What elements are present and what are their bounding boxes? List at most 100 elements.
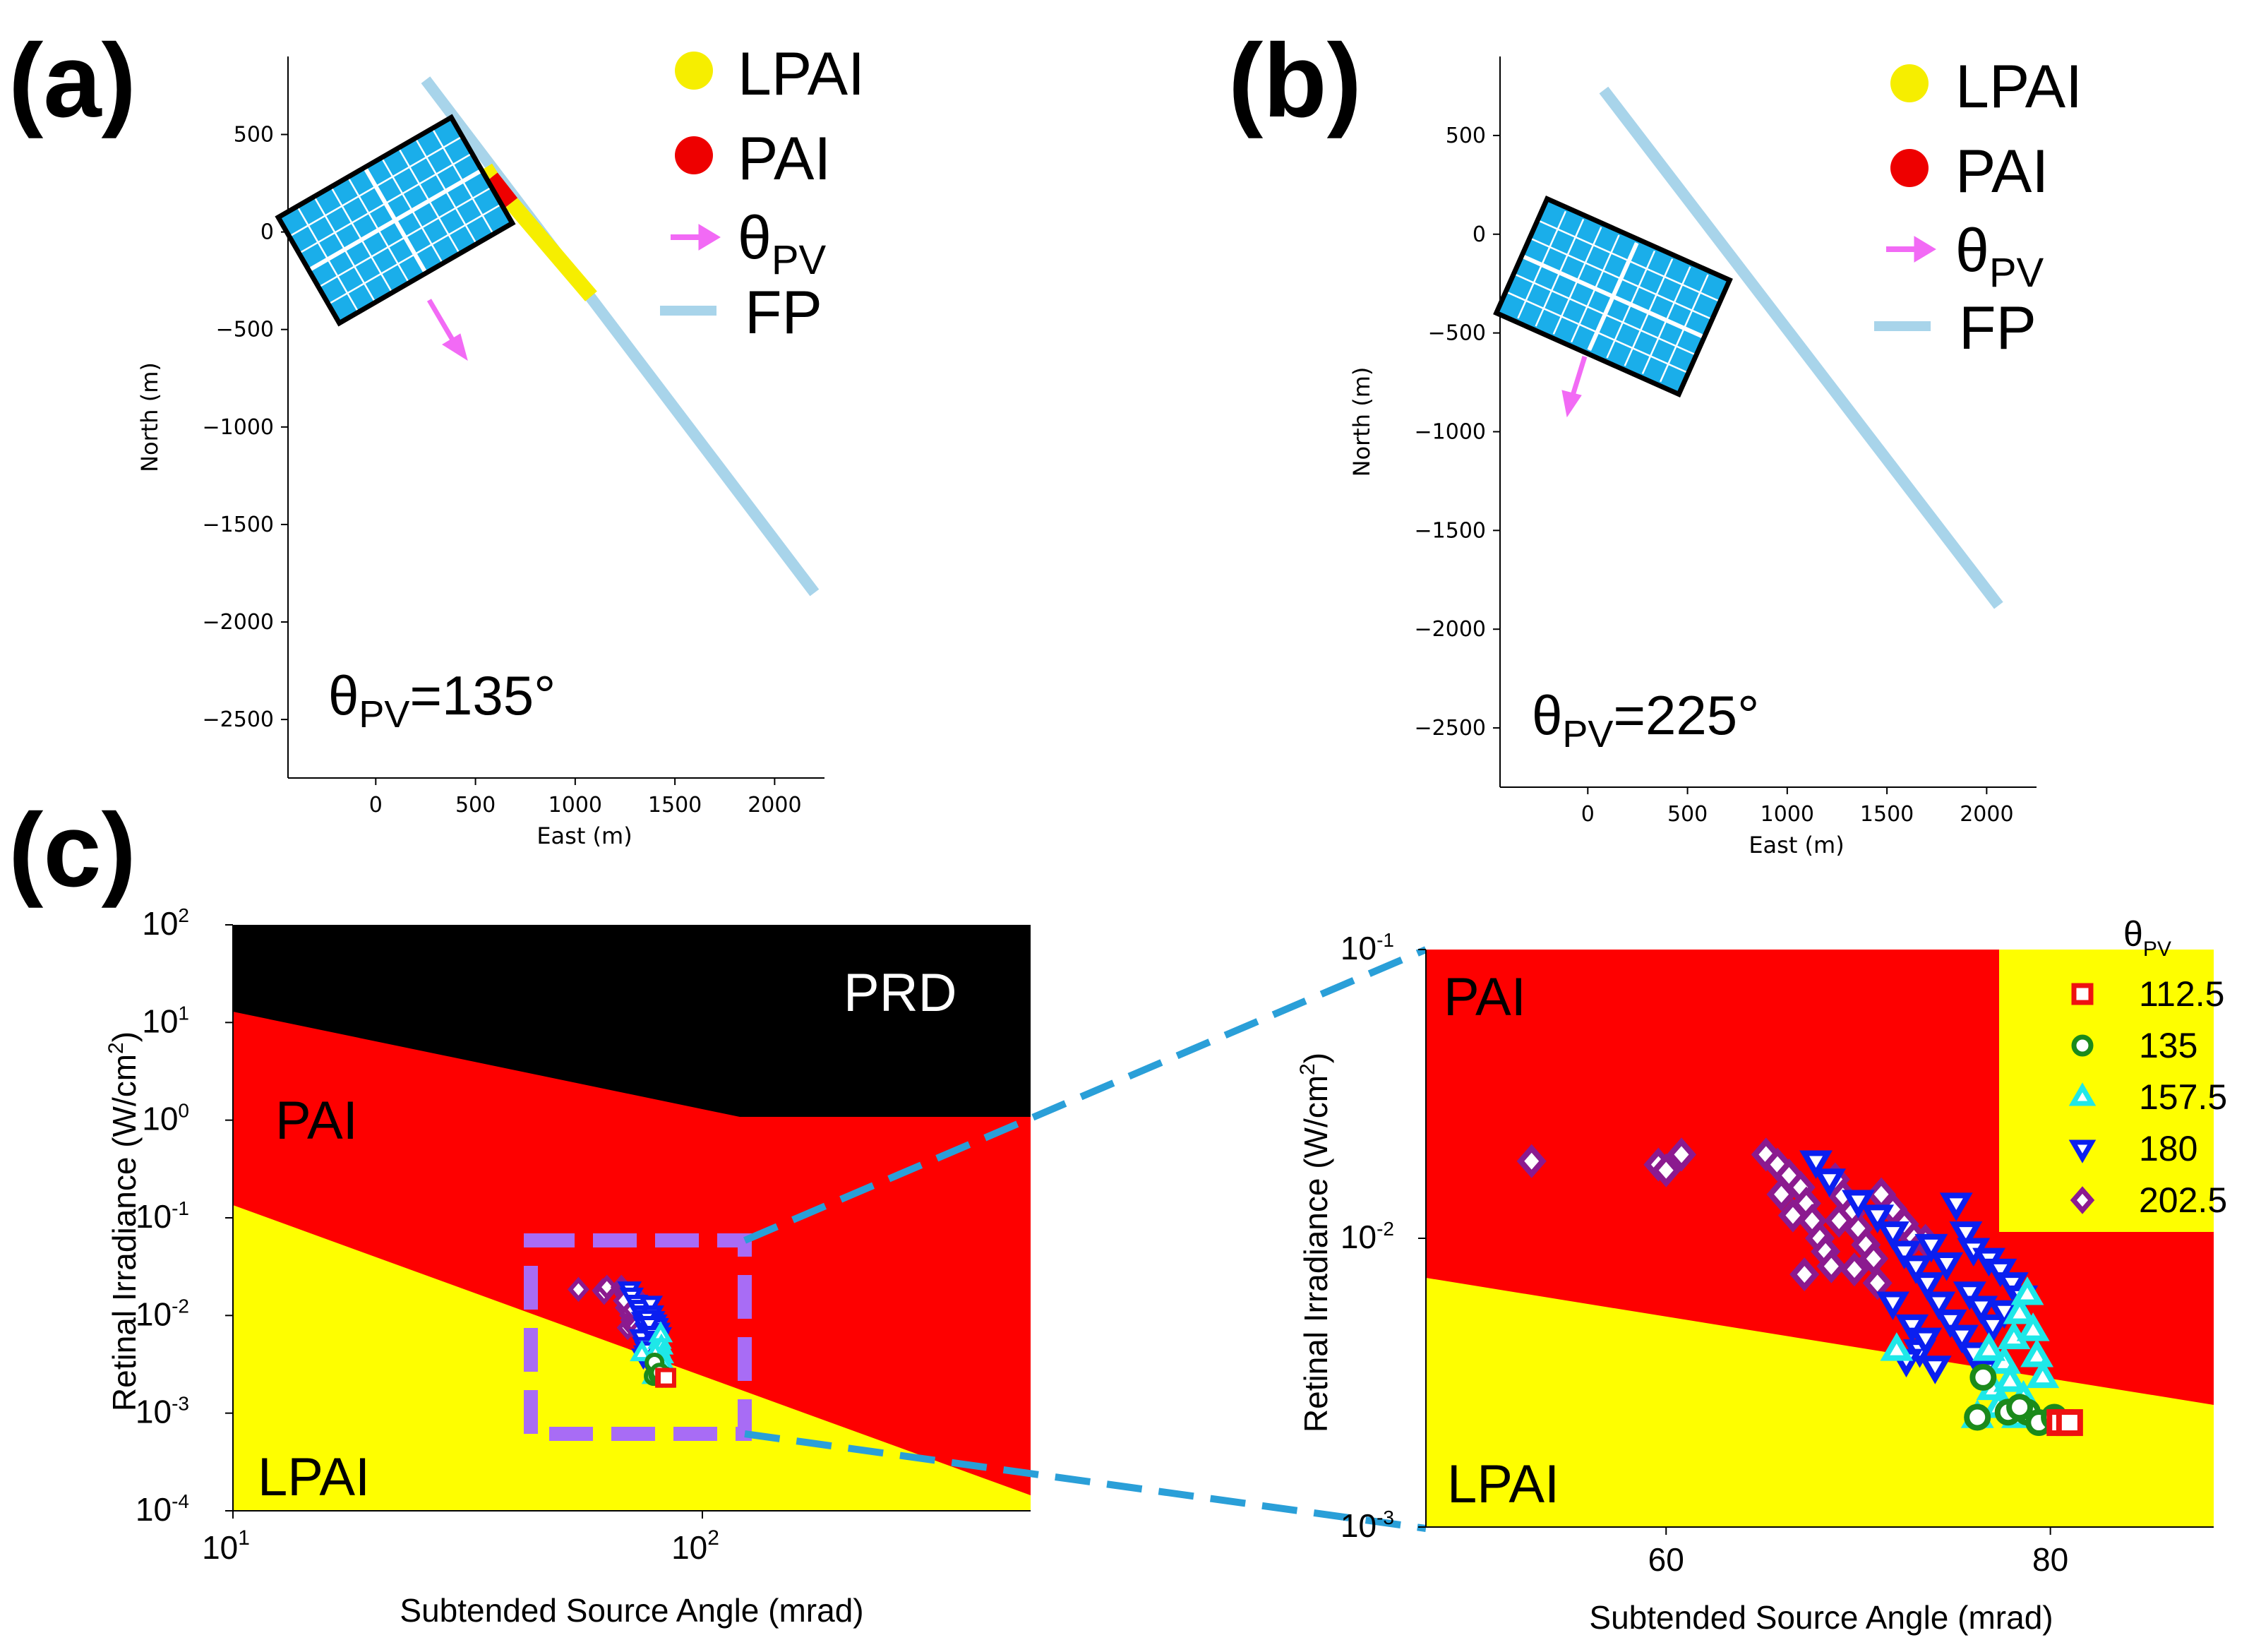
panel-c-label: (c) <box>8 792 136 909</box>
angle-label-a: θPV=135° <box>328 664 556 736</box>
legend-b-lpai: LPAI <box>1955 53 2082 121</box>
legend-a: LPAI PAI θPV FP <box>660 40 865 347</box>
point-triangle-down <box>2068 1139 2097 1163</box>
main-ytick-label: 100 <box>142 1100 189 1137</box>
point-triangle-down <box>638 1295 664 1317</box>
point-triangle-down <box>1876 1221 1909 1250</box>
main-xtick-10: 101 <box>202 1526 250 1566</box>
point-triangle-down <box>1949 1221 1983 1250</box>
legend-label: 112.5 <box>2139 974 2224 1014</box>
main-ytick-label: 101 <box>142 1002 189 1039</box>
point-triangle-down <box>1933 1309 1967 1339</box>
point-triangle-down <box>1965 1295 1998 1324</box>
point-triangle-down <box>1995 1272 2029 1301</box>
point-diamond <box>1651 1153 1681 1187</box>
legend-b-theta: θPV <box>1955 217 2044 296</box>
point-diamond <box>1516 1144 1547 1178</box>
point-triangle-up <box>2003 1295 2037 1324</box>
point-diamond <box>1816 1249 1847 1283</box>
zoom-y-label: Retinal Irradiance (W/cm2) <box>1296 1053 1334 1432</box>
x-tick-label: 500 <box>1667 802 1708 827</box>
y-tick-label: −2500 <box>1415 716 1486 741</box>
legend-a-pai: PAI <box>738 125 831 193</box>
lpai-segment <box>505 198 597 301</box>
point-triangle-down <box>1918 1355 1952 1384</box>
cluster-main <box>567 1274 676 1388</box>
point-triangle-down <box>1984 1258 2017 1288</box>
point-diamond <box>1777 1198 1808 1233</box>
main-y-label: Retinal Irradiance (W/cm2) <box>104 1031 143 1411</box>
legend-a-theta: θPV <box>738 204 827 283</box>
pv-direction-arrow-a <box>426 299 468 361</box>
point-triangle-down <box>1842 1190 1875 1219</box>
y-tick-label: 0 <box>1473 222 1486 247</box>
lpai-segment <box>479 163 498 182</box>
legend-a-lpai-marker <box>675 52 713 90</box>
legend-label: 135 <box>2139 1026 2197 1065</box>
point-circle <box>1964 1403 1991 1431</box>
y-tick-label: −2000 <box>203 610 274 635</box>
x-tick-label: 2000 <box>1960 802 2013 827</box>
scatter-zoom <box>1516 1137 2083 1437</box>
solar-array-icon-b <box>1493 195 1733 398</box>
main-ytick-label: 10-1 <box>136 1197 189 1235</box>
point-triangle-up <box>2026 1359 2060 1389</box>
point-triangle-down <box>637 1316 662 1337</box>
point-square <box>656 1367 676 1388</box>
y-axis-label: North (m) <box>136 362 163 472</box>
legend-b: LPAI PAI θPV FP <box>1874 53 2082 362</box>
point-triangle-up <box>2016 1312 2050 1341</box>
panel-center-line <box>364 168 427 273</box>
legend-a-fp: FP <box>745 279 822 347</box>
legend-label: 157.5 <box>2139 1077 2227 1117</box>
point-triangle-up <box>2010 1276 2044 1305</box>
legend-b-fp: FP <box>1959 294 2037 362</box>
point-circle <box>2006 1394 2034 1421</box>
pai-segment <box>485 172 518 208</box>
point-triangle-up <box>1972 1332 2005 1361</box>
point-triangle-down <box>1930 1252 1964 1281</box>
point-triangle-down <box>1895 1314 1929 1343</box>
point-triangle-down <box>1939 1192 1973 1221</box>
point-diamond <box>1666 1137 1697 1172</box>
legend-b-arrow-icon <box>1886 236 1936 263</box>
legend-b-lpai-marker <box>1890 64 1929 102</box>
point-circle <box>1969 1363 1997 1391</box>
y-axis-label: North (m) <box>1348 367 1375 477</box>
legend-b-pai-marker <box>1890 149 1929 187</box>
pv-direction-arrow-b <box>1561 355 1588 418</box>
legend-a-pai-marker <box>675 136 713 174</box>
panel-center-line <box>1587 241 1639 352</box>
zoom-y-ticks: 10-1 10-2 10-3 <box>1341 929 1426 1544</box>
x-tick-label: 0 <box>369 793 383 818</box>
zoom-xtick-label: 80 <box>2032 1541 2068 1578</box>
zoom-x-label: Subtended Source Angle (mrad) <box>1589 1599 2053 1636</box>
main-ytick-label: 10-2 <box>136 1295 189 1332</box>
x-tick-label: 1000 <box>548 793 602 818</box>
point-triangle-down <box>1899 1255 1933 1284</box>
zoom-connector-lines <box>743 946 1427 1532</box>
main-y-ticks: 102 101 100 10-1 10-2 10-3 10-4 <box>136 904 233 1528</box>
solar-array-icon-a <box>275 114 516 327</box>
main-xtick-100: 102 <box>671 1526 719 1566</box>
zoom-xtick-label: 60 <box>1648 1541 1684 1578</box>
region-prd-main <box>233 925 1031 1117</box>
y-tick-label: −1000 <box>1415 419 1486 444</box>
point-triangle-down <box>1876 1291 1909 1320</box>
angle-label-b: θPV=225° <box>1532 684 1759 755</box>
point-diamond <box>1766 1177 1797 1211</box>
point-triangle-up <box>1993 1363 2027 1392</box>
panel-a-label: (a) <box>8 23 136 139</box>
x-tick-label: 1500 <box>1860 802 1914 827</box>
region-label-prd: PRD <box>844 963 956 1023</box>
zoom-legend-title: θPV <box>2123 914 2171 961</box>
zoom-x-ticks: 60 80 <box>1648 1527 2068 1578</box>
x-axis-label: East (m) <box>1749 832 1844 858</box>
main-x-ticks: 101 102 <box>202 1511 719 1566</box>
y-tick-label: −2500 <box>203 707 274 732</box>
zoom-ytick-label: 10-2 <box>1341 1218 1394 1255</box>
point-triangle-down <box>1976 1314 2010 1343</box>
x-tick-label: 1000 <box>1761 802 1814 827</box>
legend-a-lpai: LPAI <box>738 40 865 108</box>
point-square <box>2056 1409 2083 1437</box>
